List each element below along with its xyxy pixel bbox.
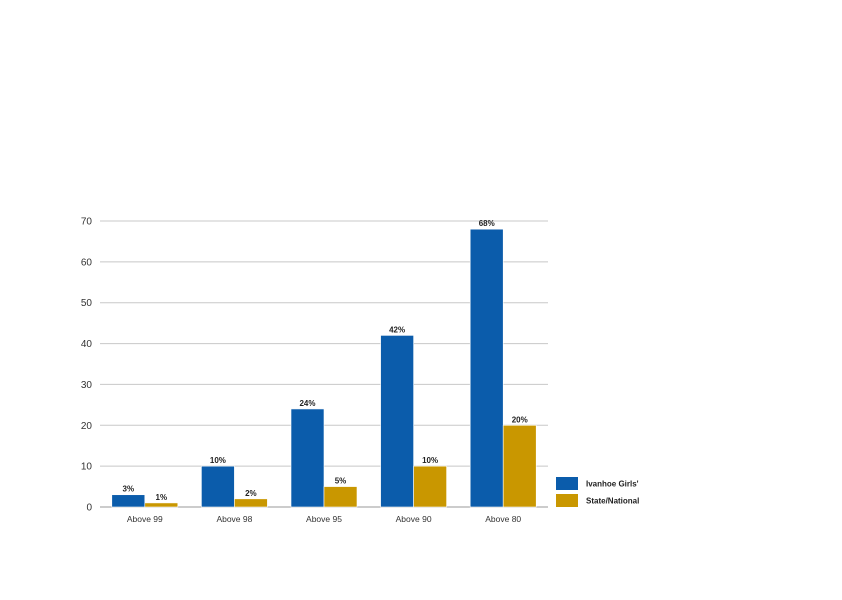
data-labels: 3% 1% 10% 2% 24% 5% 42% 10% 68% 20% — [123, 219, 528, 502]
x-tick-label: Above 98 — [216, 514, 252, 524]
bars — [111, 228, 537, 508]
data-label: 20% — [512, 415, 528, 424]
y-tick-label: 30 — [81, 380, 93, 391]
y-axis-tick-labels: 0 10 20 30 40 50 60 70 — [81, 217, 93, 514]
bar-ivanhoe — [201, 465, 235, 508]
bar-state-national — [413, 465, 447, 508]
y-tick-label: 40 — [81, 339, 93, 350]
data-label: 24% — [299, 399, 315, 408]
bar-ivanhoe — [380, 335, 414, 508]
data-label: 2% — [245, 489, 257, 498]
legend-label: Ivanhoe Girls' — [586, 480, 639, 489]
bar-state-national — [144, 502, 179, 508]
data-label: 1% — [156, 493, 168, 502]
bar-state-national — [323, 486, 358, 508]
legend-swatch — [556, 477, 578, 490]
y-tick-label: 0 — [86, 503, 92, 514]
legend-swatch — [556, 494, 578, 507]
y-tick-label: 10 — [81, 462, 93, 473]
x-tick-label: Above 95 — [306, 514, 342, 524]
bar-state-national — [234, 498, 268, 508]
data-label: 5% — [335, 477, 347, 486]
data-label: 10% — [422, 456, 438, 465]
x-tick-label: Above 99 — [127, 514, 163, 524]
bar-state-national — [502, 424, 537, 508]
y-tick-label: 50 — [81, 298, 93, 309]
y-tick-label: 70 — [81, 217, 93, 228]
data-label: 3% — [123, 485, 135, 494]
y-tick-label: 20 — [81, 421, 93, 432]
bar-ivanhoe — [111, 494, 146, 508]
legend: Ivanhoe Girls' State/National — [556, 477, 639, 507]
data-label: 68% — [479, 219, 495, 228]
x-tick-label: Above 80 — [485, 514, 521, 524]
legend-label: State/National — [586, 497, 639, 506]
x-axis-tick-labels: Above 99 Above 98 Above 95 Above 90 Above 80 — [127, 514, 522, 524]
y-tick-label: 60 — [81, 257, 93, 268]
x-tick-label: Above 90 — [396, 514, 432, 524]
data-label: 10% — [210, 456, 226, 465]
data-label: 42% — [389, 325, 405, 334]
bar-ivanhoe — [290, 408, 325, 508]
bar-ivanhoe — [469, 228, 504, 508]
